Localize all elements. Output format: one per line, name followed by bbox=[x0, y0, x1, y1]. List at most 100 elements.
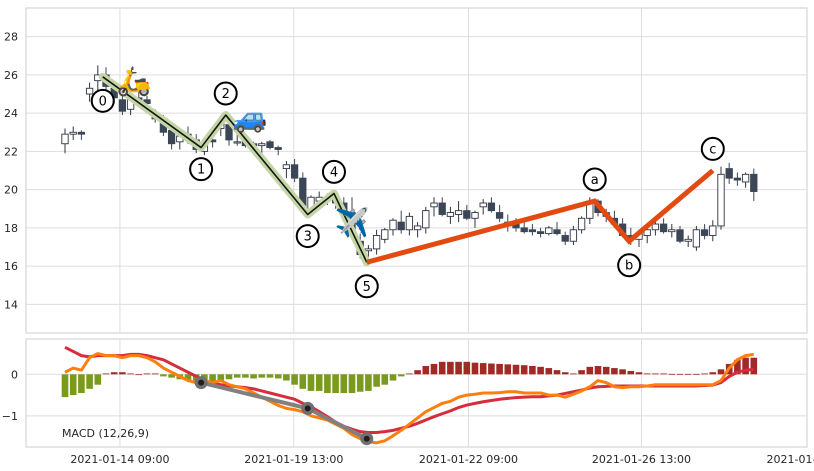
macd-hist-bar bbox=[734, 359, 741, 375]
y-tick-label: 14 bbox=[4, 298, 18, 311]
wave-label-a: a bbox=[582, 167, 607, 192]
wave-label-circle bbox=[582, 167, 607, 192]
candle-body bbox=[258, 143, 266, 147]
candle bbox=[692, 225, 701, 251]
candle bbox=[676, 225, 684, 244]
macd-hist-bar bbox=[463, 361, 471, 375]
candle-body bbox=[520, 227, 528, 233]
candle bbox=[85, 82, 94, 102]
candle bbox=[438, 197, 446, 217]
wave-label-3: 3 bbox=[295, 224, 320, 249]
candle-body bbox=[446, 212, 455, 217]
macd-hist-bar bbox=[250, 374, 257, 379]
candle bbox=[266, 139, 274, 150]
macd-hist-bar bbox=[496, 363, 503, 375]
candle bbox=[274, 145, 282, 156]
candle bbox=[282, 160, 291, 179]
macd-hist-bar bbox=[455, 361, 462, 375]
macd-hist-bar bbox=[283, 374, 290, 381]
macd-hist-bar bbox=[504, 364, 512, 375]
macd-hist-bar bbox=[684, 373, 692, 375]
macd-hist-bar bbox=[545, 368, 553, 375]
candle-body bbox=[397, 221, 405, 231]
macd-hist-bar bbox=[512, 364, 520, 375]
candle bbox=[750, 168, 758, 202]
macd-hist-bar bbox=[69, 374, 77, 396]
wave-label-text: 0 bbox=[99, 94, 107, 109]
candle bbox=[258, 141, 266, 154]
macd-hist-bar bbox=[553, 370, 561, 375]
macd-hist-bar bbox=[168, 374, 175, 378]
wave-label-circle bbox=[189, 157, 214, 182]
macd-hist-bar bbox=[143, 373, 151, 375]
wave-label-circle bbox=[213, 81, 238, 106]
candle bbox=[389, 218, 397, 236]
macd-hist-bar bbox=[537, 366, 544, 375]
candle-body bbox=[282, 164, 291, 170]
macd-hist-bar bbox=[78, 374, 85, 393]
candle-body bbox=[463, 210, 471, 219]
macd-hist-bar bbox=[324, 374, 331, 393]
price-panel: 14 16 18 20 22 24 26 28 0 1 2 3 4 5 a b c 🛵 🚙 ✈️ bbox=[4, 7, 808, 334]
macd-hist-bar bbox=[742, 357, 749, 375]
macd-hist-bar bbox=[750, 357, 758, 375]
divergence-line bbox=[194, 376, 374, 446]
candle-body bbox=[700, 229, 709, 236]
candle bbox=[77, 130, 86, 140]
macd-hist-bar bbox=[611, 368, 618, 375]
candle-body bbox=[741, 173, 750, 183]
macd-hist-bar bbox=[381, 374, 389, 385]
candle-body bbox=[733, 177, 742, 181]
divergence-point-center bbox=[363, 435, 370, 442]
candle bbox=[569, 225, 578, 246]
macd-hist-bar bbox=[225, 374, 233, 380]
y-tick-label: 16 bbox=[4, 260, 18, 273]
macd-hist-bar bbox=[660, 373, 667, 375]
wave-label-circle bbox=[700, 136, 725, 161]
y-tick-label: 20 bbox=[4, 184, 18, 197]
candle bbox=[577, 216, 586, 234]
x-axis: 2021-01-14 09:00 2021-01-19 13:00 2021-0… bbox=[70, 453, 814, 466]
scooter-icon: 🛵 bbox=[116, 65, 151, 98]
macd-hist-bar bbox=[94, 374, 102, 385]
macd-hist-bar bbox=[701, 373, 708, 375]
candle bbox=[290, 159, 299, 182]
macd-hist-bar bbox=[406, 373, 413, 375]
macd-hist-bar bbox=[578, 370, 585, 375]
candle-body bbox=[528, 229, 537, 233]
macd-hist-bar bbox=[430, 363, 438, 375]
candle bbox=[397, 210, 405, 234]
elliott-wave-overlay: 0 1 2 3 4 5 a b c bbox=[90, 72, 725, 299]
candle-body bbox=[479, 202, 487, 208]
macd-panel: 0 −1 MACD (12,26,9) bbox=[2, 338, 808, 448]
macd-lines bbox=[64, 345, 755, 445]
car-icon: 🚙 bbox=[233, 101, 268, 134]
candle bbox=[545, 225, 553, 236]
candle bbox=[528, 224, 537, 236]
correction-wave-line bbox=[366, 168, 715, 265]
candle-body bbox=[364, 248, 373, 252]
candle bbox=[553, 222, 561, 236]
candle-body bbox=[118, 99, 127, 112]
candle bbox=[381, 227, 389, 244]
macd-y-tick-label: −1 bbox=[2, 410, 18, 423]
macd-hist-bar bbox=[627, 370, 635, 375]
macd-hist-bar bbox=[291, 374, 298, 385]
macd-hist-bar bbox=[86, 374, 93, 389]
wave-label-text: 2 bbox=[222, 87, 230, 102]
candle-body bbox=[69, 131, 77, 135]
candle-body bbox=[545, 227, 553, 235]
candle bbox=[741, 172, 750, 188]
macd-hist-bar bbox=[422, 366, 430, 375]
candle bbox=[463, 204, 471, 221]
macd-y-axis: 0 −1 bbox=[2, 368, 18, 423]
macd-hist-bar bbox=[389, 374, 397, 381]
macd-hist-bar bbox=[693, 373, 700, 375]
macd-hist-bar bbox=[332, 374, 339, 393]
wave-label-4: 4 bbox=[321, 159, 346, 184]
macd-hist-bar bbox=[676, 373, 684, 375]
macd-hist-bar bbox=[266, 374, 274, 378]
candle bbox=[520, 222, 528, 234]
y-tick-label: 28 bbox=[4, 31, 18, 44]
macd-hist-bar bbox=[397, 374, 405, 377]
